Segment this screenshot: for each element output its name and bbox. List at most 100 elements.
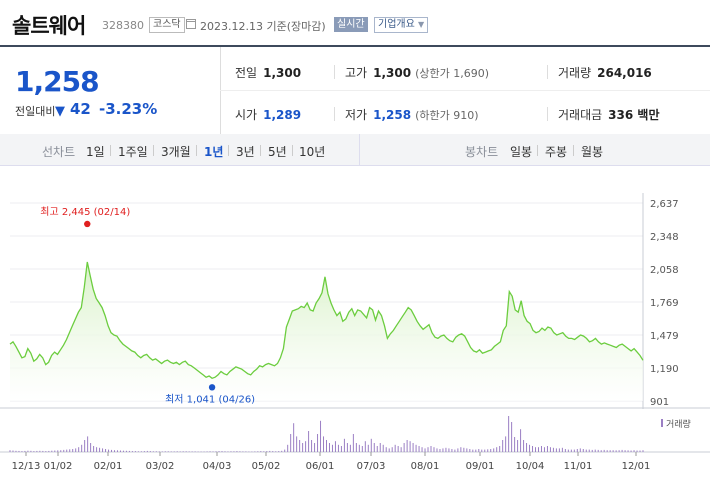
y-tick-label: 1,190 bbox=[650, 364, 679, 375]
volume-bar bbox=[12, 450, 14, 452]
volume-bar bbox=[272, 451, 274, 452]
volume-bar bbox=[51, 450, 53, 452]
volume-bar bbox=[379, 443, 381, 452]
volume-bar bbox=[373, 443, 375, 452]
volume-bar bbox=[81, 444, 83, 452]
volume-bar bbox=[24, 450, 26, 452]
volume-bar bbox=[194, 451, 196, 452]
volume-bar bbox=[72, 449, 74, 452]
y-tick-label: 2,058 bbox=[650, 265, 679, 276]
volume-bar bbox=[66, 449, 68, 452]
volume-bar bbox=[326, 440, 327, 452]
x-tick-label: 11/01 bbox=[564, 461, 593, 472]
volume-bar bbox=[254, 451, 256, 452]
volume-bar bbox=[36, 450, 38, 452]
volume-bar bbox=[388, 448, 390, 452]
company-overview-button[interactable]: 기업개요 ▼ bbox=[374, 17, 429, 33]
volume-bar bbox=[323, 436, 325, 452]
volume-bar bbox=[630, 450, 632, 452]
volume-bar bbox=[57, 450, 59, 452]
range-divider bbox=[153, 145, 154, 156]
x-tick-label: 07/03 bbox=[357, 461, 386, 472]
volume-bar bbox=[176, 451, 178, 452]
range-daily[interactable]: 일봉 bbox=[510, 145, 533, 159]
range-5y[interactable]: 5년 bbox=[268, 145, 287, 159]
volume-bar bbox=[529, 444, 531, 452]
x-tick-label: 01/02 bbox=[44, 461, 73, 472]
volume-bar bbox=[606, 450, 608, 452]
volume-bar bbox=[364, 441, 366, 452]
volume-bar bbox=[418, 446, 420, 452]
volume-bar bbox=[317, 434, 319, 452]
cell-divider bbox=[547, 65, 548, 79]
volume-bar bbox=[200, 451, 202, 453]
volume-bar bbox=[349, 444, 351, 452]
volume-bar bbox=[245, 451, 247, 452]
realtime-button[interactable]: 실시간 bbox=[334, 17, 368, 32]
x-tick-label: 12/13 bbox=[12, 461, 41, 472]
volume-bar bbox=[21, 451, 23, 452]
chevron-down-icon: ▼ bbox=[418, 20, 425, 29]
volume-bar bbox=[448, 448, 450, 452]
min-marker bbox=[208, 384, 216, 391]
volume-bar bbox=[173, 451, 175, 452]
range-3m[interactable]: 3개월 bbox=[161, 145, 191, 159]
volume-bar bbox=[185, 451, 187, 452]
volume-bar bbox=[415, 444, 417, 452]
range-monthly[interactable]: 월봉 bbox=[581, 145, 604, 159]
high-price: 고가 1,300 (상한가 1,690) bbox=[345, 64, 489, 81]
down-triangle-icon: ▼ bbox=[55, 104, 65, 119]
max-annotation: 최고 2,445 (02/14) bbox=[40, 206, 130, 218]
volume-bar bbox=[102, 448, 104, 452]
volume-bar bbox=[209, 451, 211, 452]
volume-bar bbox=[340, 446, 342, 452]
volume-bar bbox=[206, 451, 208, 452]
volume-bar bbox=[624, 450, 626, 452]
volume-bar bbox=[343, 438, 345, 452]
volume-bar bbox=[42, 450, 44, 452]
range-1d[interactable]: 1일 bbox=[86, 145, 105, 159]
volume-bar bbox=[15, 450, 17, 452]
volume-bar bbox=[433, 447, 435, 452]
volume-bar bbox=[221, 451, 223, 452]
volume-bar bbox=[463, 447, 465, 452]
volume-bar bbox=[308, 431, 310, 452]
volume-bar bbox=[442, 448, 444, 452]
volume-bar bbox=[69, 449, 71, 452]
volume-bar bbox=[484, 449, 486, 452]
volume-bar bbox=[520, 429, 522, 452]
market-badge: 코스닥 bbox=[149, 17, 185, 33]
volume-bar bbox=[239, 451, 241, 452]
volume-bar bbox=[481, 449, 483, 452]
volume-bar bbox=[263, 451, 265, 452]
range-3y[interactable]: 3년 bbox=[236, 145, 255, 159]
volume-bar bbox=[293, 423, 295, 452]
volume-bar bbox=[567, 449, 569, 452]
x-tick-label: 08/01 bbox=[411, 461, 440, 472]
volume-bar bbox=[460, 447, 462, 452]
volume-bar bbox=[155, 451, 157, 452]
volume-bar bbox=[543, 447, 545, 452]
volume-bar bbox=[427, 447, 429, 452]
volume-bar bbox=[469, 449, 471, 452]
volume-bar bbox=[188, 451, 190, 452]
volume-area bbox=[0, 408, 10, 458]
volume-bar bbox=[170, 451, 172, 452]
range-1y[interactable]: 1년 bbox=[204, 145, 224, 159]
volume-bar bbox=[164, 451, 166, 452]
range-10y[interactable]: 10년 bbox=[299, 145, 326, 159]
volume-bar bbox=[328, 443, 330, 452]
x-tick-label: 02/01 bbox=[94, 461, 123, 472]
volume-bar bbox=[600, 450, 602, 452]
cell-divider bbox=[547, 107, 548, 121]
volume-bar bbox=[397, 446, 399, 452]
volume-bar bbox=[603, 449, 605, 452]
range-weekly[interactable]: 주봉 bbox=[545, 145, 568, 159]
volume-bar bbox=[376, 446, 378, 452]
volume-bar bbox=[573, 449, 575, 452]
volume-bar bbox=[582, 449, 584, 452]
price-line bbox=[9, 261, 644, 380]
volume-bar bbox=[311, 440, 313, 452]
range-1w[interactable]: 1주일 bbox=[118, 145, 148, 159]
volume-bar bbox=[361, 446, 363, 452]
